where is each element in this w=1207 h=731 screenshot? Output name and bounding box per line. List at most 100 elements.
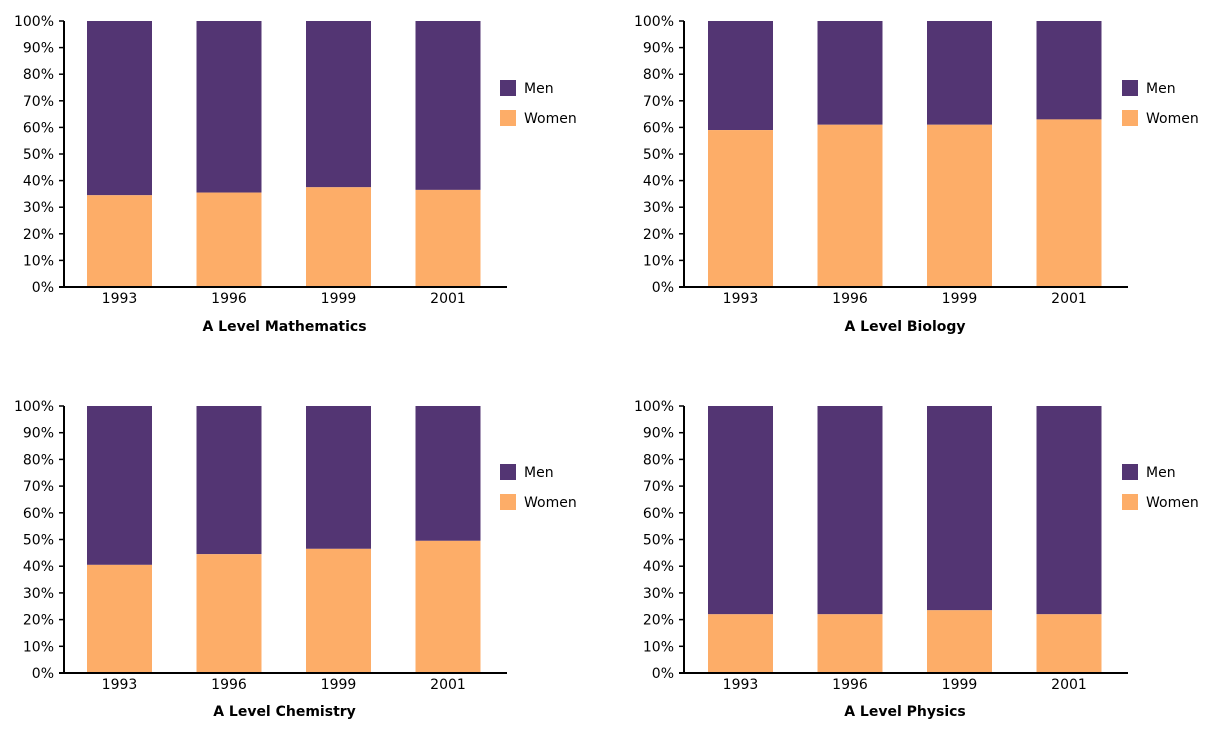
y-tick-label: 100%	[14, 399, 54, 415]
y-tick-label: 30%	[643, 586, 674, 602]
bar-women-1993	[87, 195, 152, 287]
x-tick-label: 1999	[942, 677, 978, 693]
legend-swatch-women	[500, 110, 516, 126]
x-tick-label: 2001	[1051, 677, 1087, 693]
y-tick-label: 20%	[643, 227, 674, 243]
bar-women-1996	[196, 554, 262, 673]
x-tick-label: 2001	[1051, 291, 1087, 307]
legend-label-women: Women	[1146, 495, 1199, 511]
x-tick-label: 1996	[211, 291, 247, 307]
bar-men-2001	[415, 406, 481, 541]
y-tick-label: 40%	[643, 559, 674, 575]
bar-women-1999	[306, 187, 371, 287]
x-tick-label: 2001	[430, 677, 466, 693]
legend-swatch-women	[500, 494, 516, 510]
chart-title: A Level Physics	[844, 704, 966, 720]
legend-label-men: Men	[524, 465, 554, 481]
bar-men-1999	[927, 406, 992, 611]
y-tick-label: 60%	[23, 120, 54, 136]
y-tick-label: 90%	[23, 426, 54, 442]
legend-swatch-women	[1122, 110, 1138, 126]
x-tick-label: 1993	[102, 677, 138, 693]
y-tick-label: 100%	[634, 14, 674, 30]
y-tick-label: 50%	[643, 533, 674, 549]
y-tick-label: 60%	[643, 120, 674, 136]
legend: Men Women	[1122, 80, 1199, 127]
y-tick-label: 50%	[23, 533, 54, 549]
legend: Men Women	[500, 80, 577, 127]
y-tick-label: 0%	[652, 666, 674, 682]
y-tick-label: 100%	[14, 14, 54, 30]
legend-swatch-men	[500, 80, 516, 96]
bar-men-1996	[196, 406, 262, 555]
y-tick-label: 30%	[643, 200, 674, 216]
bar-women-1996	[817, 124, 883, 288]
bar-women-1996	[817, 614, 883, 673]
x-tick-label: 1996	[832, 677, 868, 693]
y-tick-label: 10%	[23, 253, 54, 269]
x-tick-label: 1996	[832, 291, 868, 307]
chart-title: A Level Mathematics	[202, 319, 366, 335]
y-tick-label: 20%	[23, 613, 54, 629]
y-tick-label: 70%	[23, 94, 54, 110]
bar-men-1999	[306, 406, 371, 549]
x-tick-label: 1999	[942, 291, 978, 307]
chart-panel-2: 1993 1996 1999 2001 0% 10% 20% 30% 40% 50% 60% 70% 8…	[634, 14, 1199, 335]
bar-women-1996	[196, 192, 262, 287]
y-tick-label: 90%	[643, 41, 674, 57]
y-tick-label: 60%	[643, 506, 674, 522]
bar-women-2001	[415, 540, 481, 673]
bar-women-1999	[927, 610, 992, 673]
y-tick-label: 20%	[23, 227, 54, 243]
legend-label-women: Women	[524, 111, 577, 127]
y-tick-label: 0%	[32, 666, 54, 682]
bar-men-1993	[87, 406, 152, 565]
y-tick-label: 70%	[23, 479, 54, 495]
y-tick-label: 90%	[23, 41, 54, 57]
y-tick-label: 10%	[23, 639, 54, 655]
chart-panel-1: 1993 1996 1999 2001 0% 10% 20% 30% 40% 50% 60% 70% 8…	[14, 14, 577, 335]
chart-title: A Level Chemistry	[213, 704, 356, 720]
y-tick-label: 40%	[643, 174, 674, 190]
bar-women-2001	[1036, 614, 1102, 673]
bar-women-1993	[87, 564, 152, 673]
bar-men-1996	[196, 21, 262, 193]
y-tick-label: 80%	[23, 67, 54, 83]
legend-label-men: Men	[1146, 81, 1176, 97]
legend: Men Women	[1122, 464, 1199, 511]
bar-women-1999	[306, 548, 371, 673]
y-tick-label: 60%	[23, 506, 54, 522]
y-tick-label: 90%	[643, 426, 674, 442]
y-tick-label: 70%	[643, 94, 674, 110]
bar-men-1993	[87, 21, 152, 196]
x-tick-label: 1999	[321, 291, 357, 307]
x-tick-label: 2001	[430, 291, 466, 307]
bar-men-2001	[415, 21, 481, 190]
legend-label-men: Men	[524, 81, 554, 97]
legend: Men Women	[500, 464, 577, 511]
y-tick-label: 80%	[643, 452, 674, 468]
bar-women-1993	[708, 130, 773, 287]
y-tick-label: 20%	[643, 613, 674, 629]
y-tick-label: 50%	[23, 147, 54, 163]
chart-panel-4: 1993 1996 1999 2001 0% 10% 20% 30% 40% 50% 60% 70% 8…	[634, 399, 1199, 720]
y-tick-label: 10%	[643, 253, 674, 269]
legend-swatch-men	[500, 464, 516, 480]
bar-men-1996	[817, 21, 883, 125]
y-tick-label: 40%	[23, 559, 54, 575]
x-tick-label: 1993	[723, 677, 759, 693]
bar-men-1999	[306, 21, 371, 188]
bar-women-2001	[1036, 119, 1102, 287]
bar-women-2001	[415, 189, 481, 287]
x-tick-label: 1999	[321, 677, 357, 693]
y-tick-label: 0%	[652, 280, 674, 296]
legend-swatch-women	[1122, 494, 1138, 510]
y-tick-label: 80%	[643, 67, 674, 83]
x-tick-label: 1993	[102, 291, 138, 307]
legend-label-men: Men	[1146, 465, 1176, 481]
bar-men-1993	[708, 406, 773, 615]
chart-panel-3: 1993 1996 1999 2001 0% 10% 20% 30% 40% 50% 60% 70% 8…	[14, 399, 577, 720]
legend-swatch-men	[1122, 80, 1138, 96]
bar-men-2001	[1036, 21, 1102, 120]
